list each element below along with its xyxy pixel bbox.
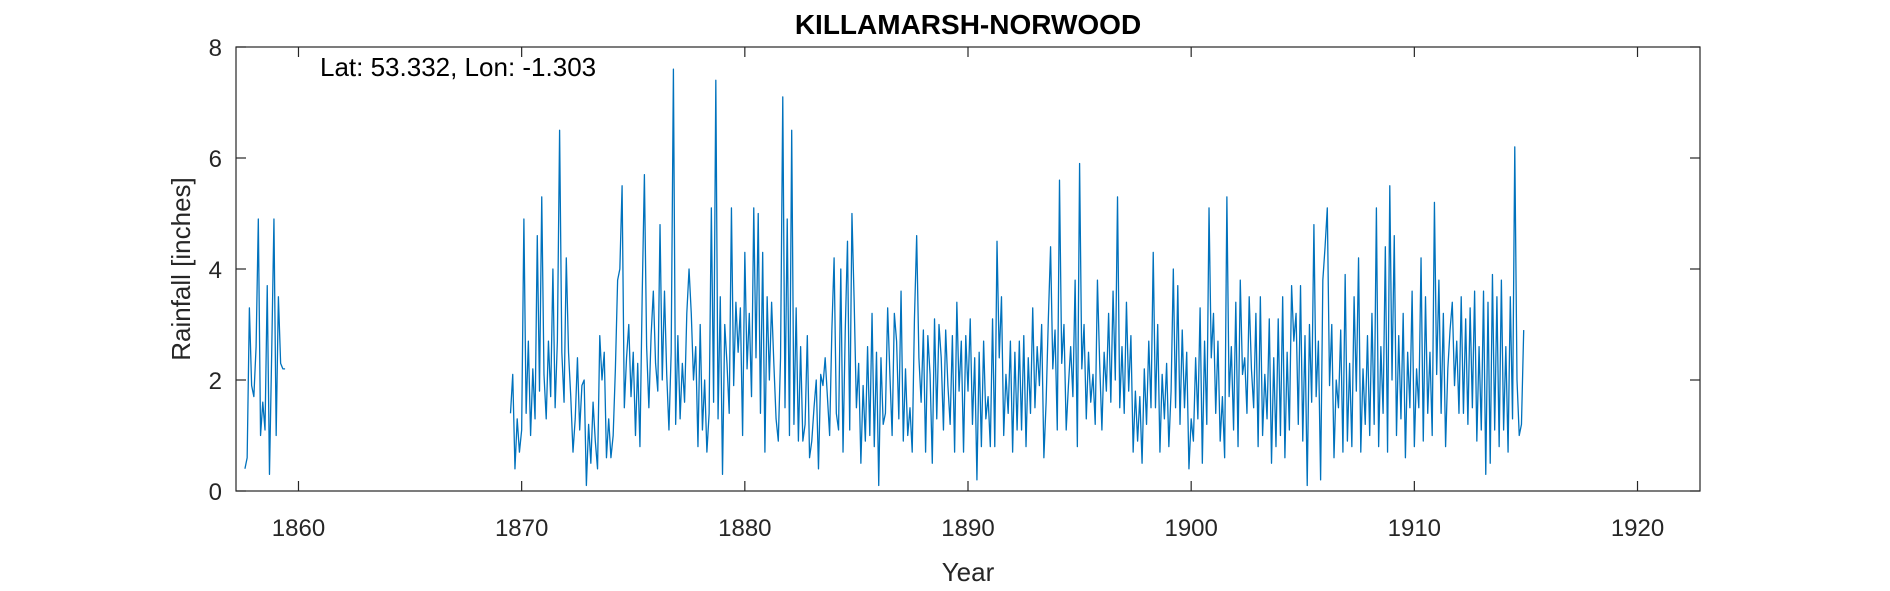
x-tick-label: 1920: [1611, 515, 1664, 542]
chart-title: KILLAMARSH-NORWOOD: [795, 9, 1141, 40]
tick-layer: 1860 1870 1880 1890 1900 1910 1920 0 2 4 6 8: [209, 35, 1700, 542]
x-axis-label: Year: [942, 557, 995, 587]
x-tick-label: 1880: [718, 515, 771, 542]
x-tick-label: 1890: [941, 515, 994, 542]
x-tick-label: 1910: [1388, 515, 1441, 542]
x-tick-label: 1860: [272, 515, 325, 542]
x-tick-label: 1870: [495, 515, 548, 542]
rainfall-series-line-segment-1: [244, 218, 286, 476]
station-annotation: Lat: 53.332, Lon: -1.303: [320, 52, 596, 82]
x-tick-label: 1900: [1164, 515, 1217, 542]
y-tick-label: 4: [209, 257, 222, 284]
y-tick-label: 8: [209, 35, 222, 62]
y-tick-label: 0: [209, 479, 222, 506]
y-axis-label: Rainfall [inches]: [166, 177, 196, 361]
rainfall-series-line-segment-2: [509, 68, 1525, 487]
y-tick-label: 6: [209, 146, 222, 173]
y-tick-label: 2: [209, 368, 222, 395]
plot-area: [236, 47, 1700, 491]
series-layer: [244, 68, 1525, 487]
